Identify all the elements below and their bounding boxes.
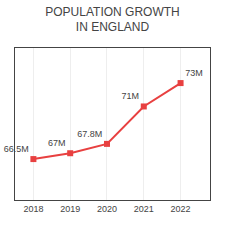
svg-text:2019: 2019 xyxy=(60,204,80,214)
svg-text:2022: 2022 xyxy=(171,204,191,214)
svg-text:67M: 67M xyxy=(48,138,66,148)
svg-text:2018: 2018 xyxy=(23,204,43,214)
svg-text:67.8M: 67.8M xyxy=(77,129,102,139)
svg-text:POPULATION GROWTHIN ENGLAND: POPULATION GROWTHIN ENGLAND xyxy=(45,5,179,35)
svg-text:2020: 2020 xyxy=(97,204,117,214)
svg-text:2021: 2021 xyxy=(134,204,154,214)
svg-text:71M: 71M xyxy=(122,91,140,101)
svg-text:73M: 73M xyxy=(185,68,203,78)
svg-text:66.5M: 66.5M xyxy=(4,144,29,154)
